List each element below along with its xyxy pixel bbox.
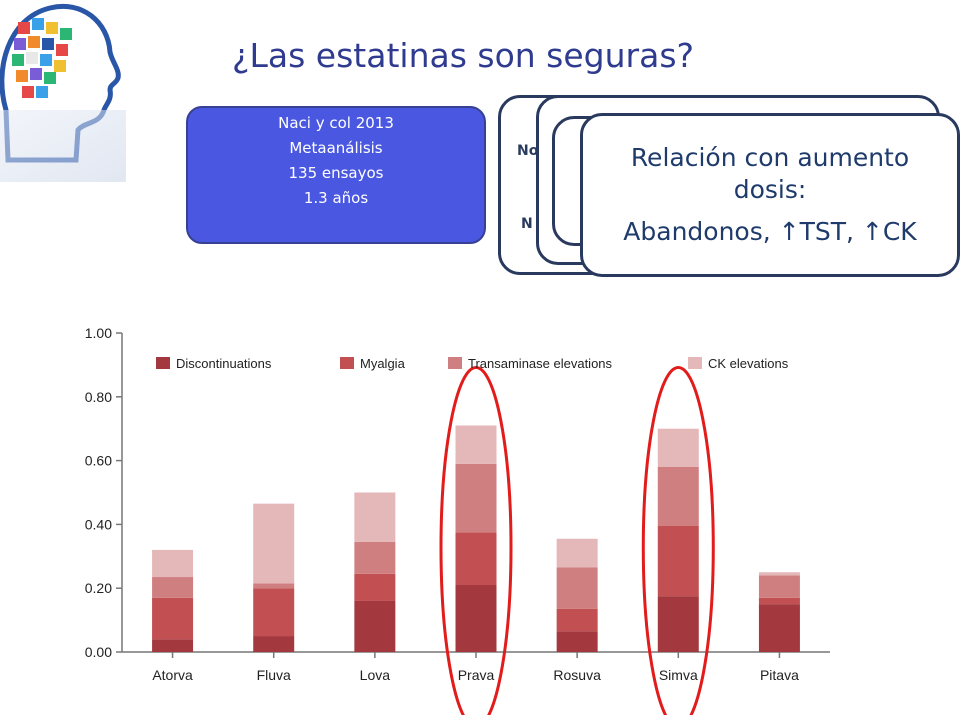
legend-swatch-1 — [340, 357, 354, 369]
bar-rosuva-discontinuations — [556, 631, 598, 652]
stacked-bar-chart: 0.00 0.20 0.40 0.60 0.80 1.00 Atorva Fluva Lova P… — [85, 325, 830, 715]
legend-label-0: Discontinuations — [176, 356, 272, 371]
y-tick-label: 1.00 — [85, 325, 112, 341]
bar-pitava-ck-elevations — [758, 572, 800, 576]
bar-prava-transaminase-elevations — [455, 463, 497, 533]
stacked-card-top: Relación con aumento dosis: Abandonos, ↑… — [580, 113, 960, 277]
x-tick-label: Rosuva — [553, 667, 601, 683]
page-title: ¿Las estatinas son seguras? — [232, 36, 695, 75]
bar-lova-transaminase-elevations — [354, 541, 396, 574]
bar-lova-myalgia — [354, 573, 396, 601]
x-tick-label: Lova — [360, 667, 391, 683]
bar-prava-myalgia — [455, 532, 497, 586]
bar-atorva-myalgia — [152, 597, 194, 640]
y-tick-label: 0.00 — [85, 644, 112, 660]
x-tick-label: Simva — [659, 667, 698, 683]
card-top-line-1: Relación con aumento — [630, 143, 910, 172]
legend-label-2: Transaminase elevations — [468, 356, 613, 371]
y-tick-label: 0.40 — [85, 516, 112, 532]
card-top-line-3: Abandonos, ↑TST, ↑CK — [623, 217, 917, 246]
legend-swatch-0 — [156, 357, 170, 369]
bar-simva-ck-elevations — [657, 428, 699, 467]
bar-rosuva-transaminase-elevations — [556, 567, 598, 609]
bar-lova-ck-elevations — [354, 492, 396, 542]
bar-fluva-ck-elevations — [253, 503, 295, 584]
card-peek-text-1: No — [517, 143, 539, 159]
x-tick-label: Prava — [458, 667, 495, 683]
bar-pitava-transaminase-elevations — [758, 575, 800, 598]
highlight-ellipse-simva — [641, 366, 715, 715]
study-type: Metaanálisis — [289, 139, 383, 157]
legend-swatch-3 — [688, 357, 702, 369]
y-tick-label: 0.60 — [85, 453, 112, 469]
bar-atorva-ck-elevations — [152, 549, 194, 578]
study-trials: 135 ensayos — [288, 164, 384, 182]
x-tick-label: Atorva — [152, 667, 193, 683]
bar-pitava-discontinuations — [758, 604, 800, 652]
brain-logo-icon — [0, 3, 126, 182]
highlight-ellipse-prava — [439, 366, 513, 715]
card-peek-text-2: N — [521, 216, 533, 232]
bar-pitava-myalgia — [758, 597, 800, 605]
study-info-box: Naci y col 2013 Metaanálisis 135 ensayos… — [186, 106, 486, 244]
bar-rosuva-ck-elevations — [556, 538, 598, 568]
bar-simva-discontinuations — [657, 596, 699, 652]
bar-fluva-myalgia — [253, 588, 295, 637]
study-duration: 1.3 años — [303, 189, 369, 207]
bar-prava-ck-elevations — [455, 425, 497, 464]
bar-lova-discontinuations — [354, 600, 396, 652]
bar-simva-transaminase-elevations — [657, 466, 699, 526]
bar-prava-discontinuations — [455, 585, 497, 652]
x-tick-label: Pitava — [760, 667, 799, 683]
legend-label-3: CK elevations — [708, 356, 789, 371]
bar-fluva-discontinuations — [253, 636, 295, 652]
bar-rosuva-myalgia — [556, 608, 598, 632]
bar-fluva-transaminase-elevations — [253, 583, 295, 589]
y-tick-label: 0.20 — [85, 580, 112, 596]
bar-atorva-discontinuations — [152, 639, 194, 652]
legend-swatch-2 — [448, 357, 462, 369]
study-authors: Naci y col 2013 — [278, 114, 394, 132]
bar-atorva-transaminase-elevations — [152, 577, 194, 598]
legend-label-1: Myalgia — [360, 356, 406, 371]
bar-simva-myalgia — [657, 525, 699, 597]
y-tick-label: 0.80 — [85, 389, 112, 405]
card-top-line-2: dosis: — [733, 175, 807, 204]
x-tick-label: Fluva — [257, 667, 291, 683]
